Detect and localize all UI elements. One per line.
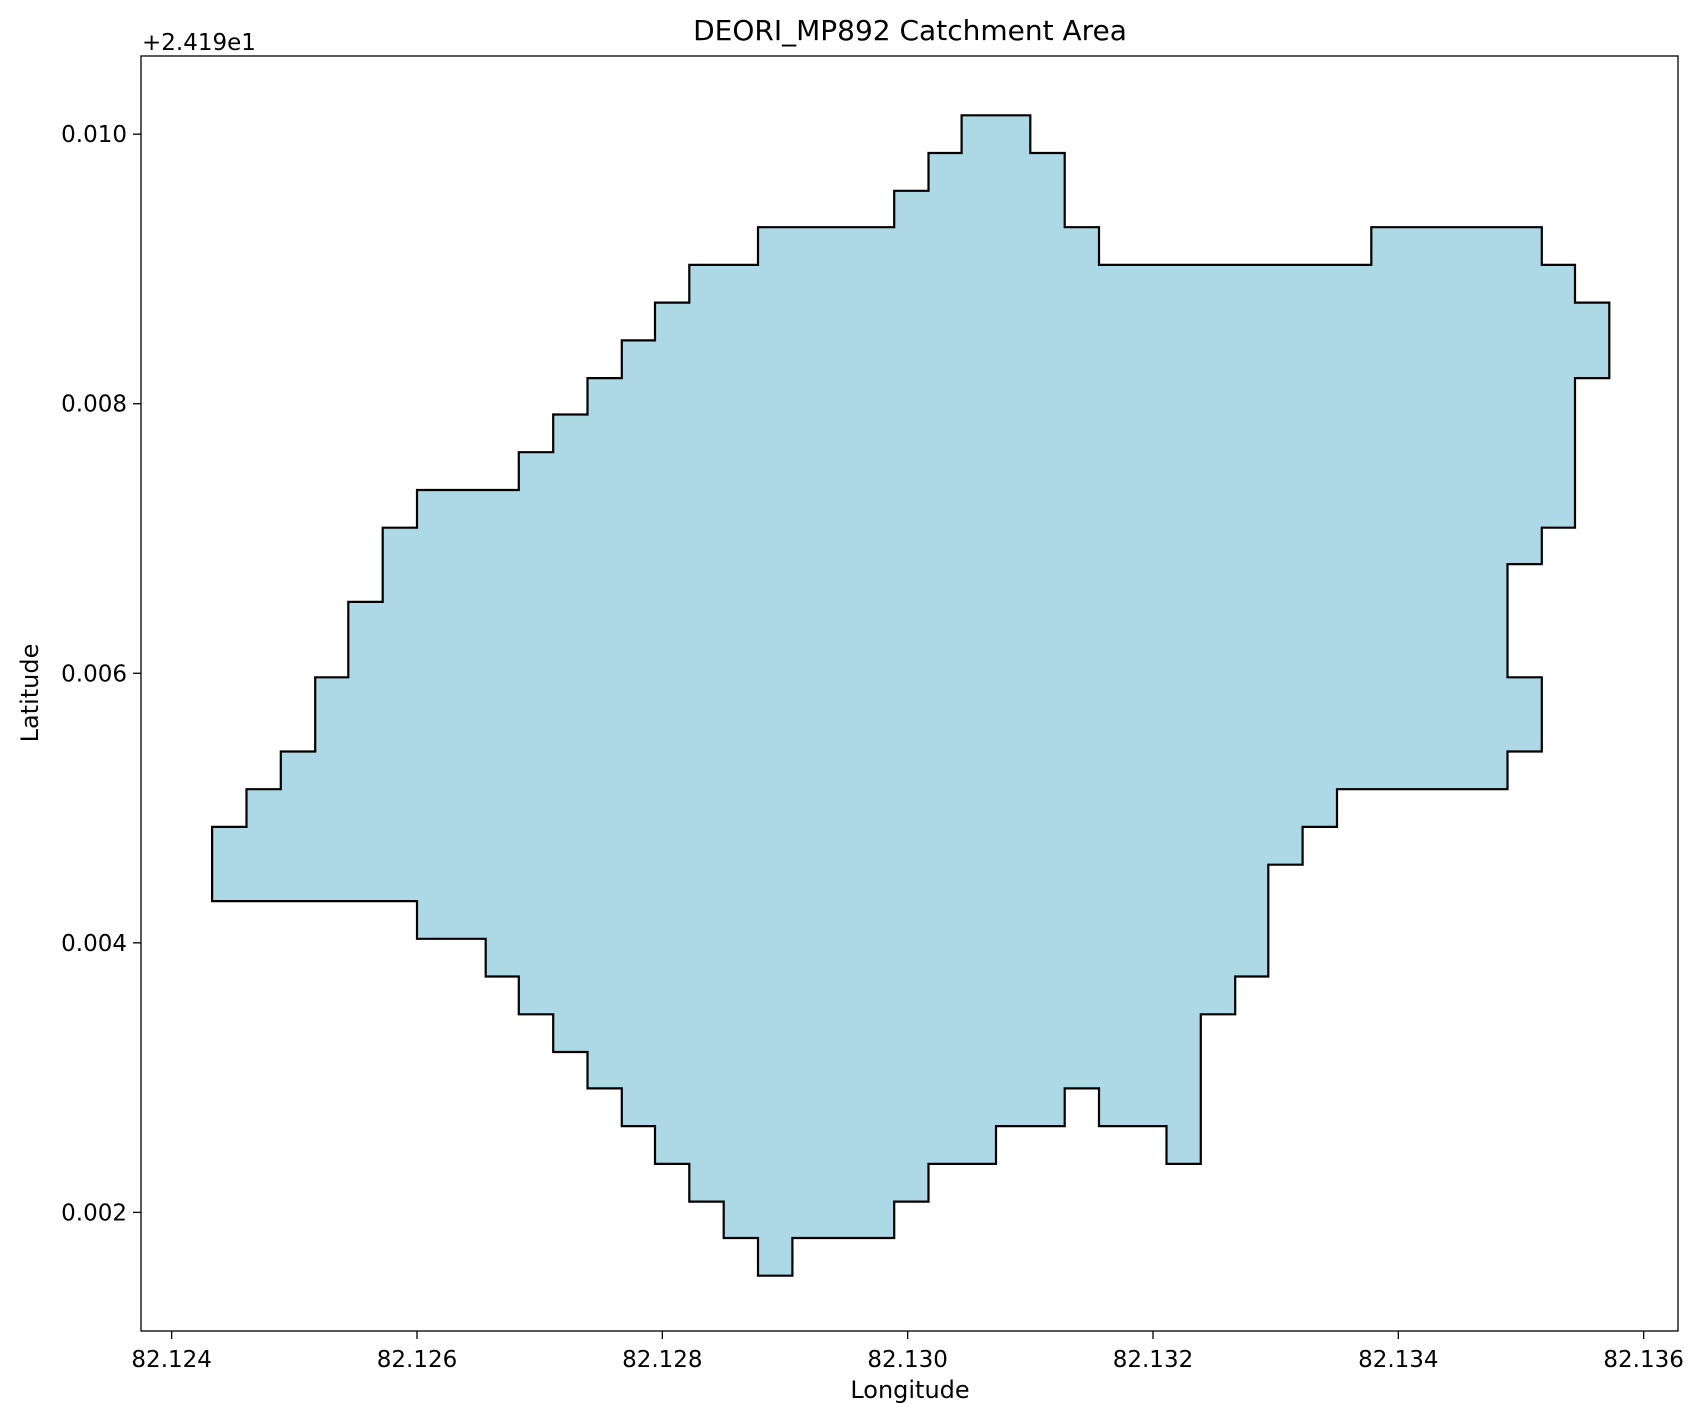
y-tick-label: 0.006 (61, 661, 127, 687)
y-tick-label: 0.002 (61, 1200, 127, 1226)
x-axis: 82.124 82.126 82.128 82.130 82.132 82.134 82.1… (131, 1331, 1684, 1373)
y-offset-label: +2.419e1 (142, 30, 256, 56)
x-tick-label: 82.126 (377, 1347, 457, 1373)
x-axis-label: Longitude (850, 1376, 969, 1404)
y-tick-label: 0.008 (61, 392, 127, 418)
y-axis-label: Latitude (16, 644, 44, 743)
x-tick-label: 82.134 (1358, 1347, 1438, 1373)
x-tick-label: 82.124 (131, 1347, 211, 1373)
x-tick-label: 82.132 (1113, 1347, 1193, 1373)
y-tick-label: 0.004 (61, 931, 127, 957)
plot-area (211, 114, 1611, 1277)
x-tick-label: 82.136 (1603, 1347, 1683, 1373)
catchment-polygon (211, 114, 1611, 1277)
x-tick-label: 82.130 (867, 1347, 947, 1373)
plot-frame (140, 55, 1679, 1332)
y-axis: 0.002 0.004 0.006 0.008 0.010 (61, 122, 141, 1226)
chart-title: DEORI_MP892 Catchment Area (693, 14, 1127, 47)
x-tick-label: 82.128 (622, 1347, 702, 1373)
y-tick-label: 0.010 (61, 122, 127, 148)
